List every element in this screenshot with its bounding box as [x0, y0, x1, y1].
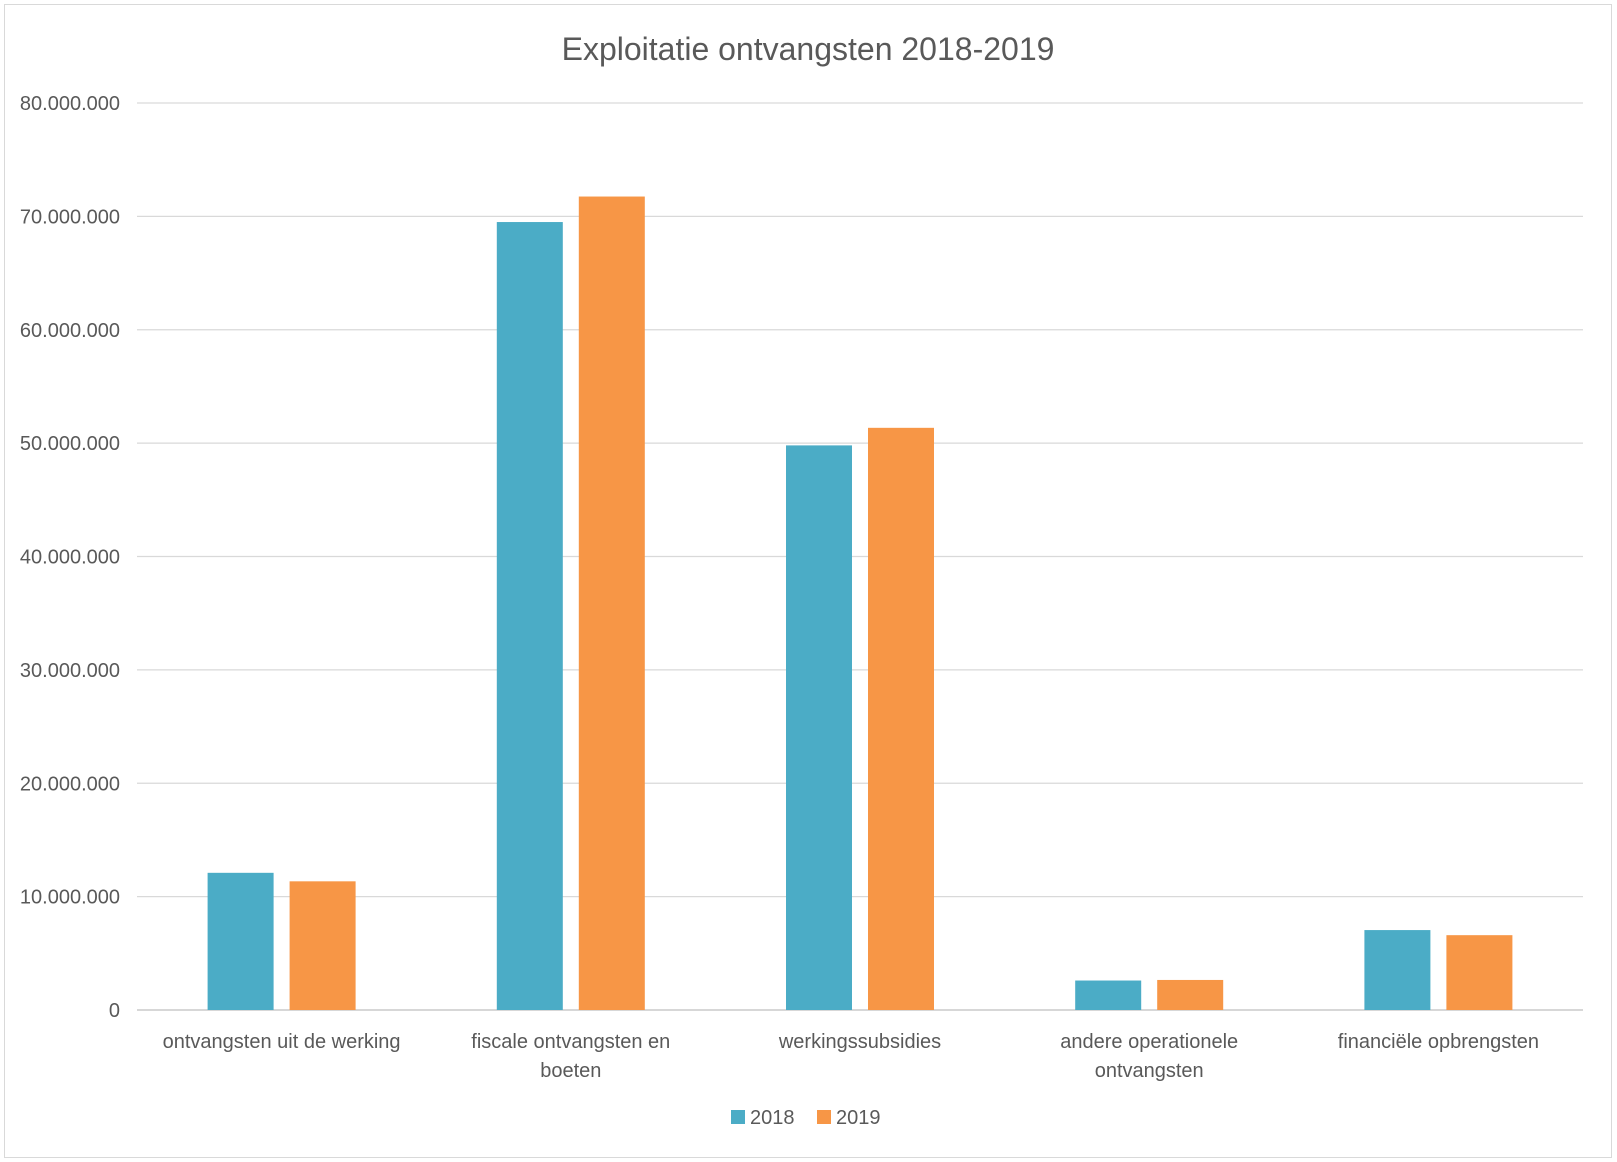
bar-2018 [786, 445, 852, 1011]
bar-2019 [289, 881, 356, 1010]
y-axis: 0 10.000.000 20.000.000 30.000.000 40.000.00… [20, 93, 120, 1022]
legend-label-2019: 2019 [836, 1107, 881, 1129]
legend: 2018 2019 [731, 1107, 881, 1129]
bar-2019 [868, 427, 934, 1011]
x-tick-label: werkingssubsidies [778, 1031, 941, 1053]
bar-2019 [578, 196, 645, 1011]
y-tick-label: 0 [109, 1000, 120, 1022]
bar-2018 [1075, 980, 1142, 1010]
bar-2018 [1364, 930, 1431, 1010]
x-tick-label: andere operationele ontvangsten [1060, 1031, 1238, 1082]
x-tick-label: fiscale ontvangsten en boeten [471, 1031, 670, 1082]
bar-2019 [1157, 979, 1224, 1010]
y-tick-label: 50.000.000 [20, 433, 120, 455]
bar-2019 [1446, 935, 1513, 1010]
gridlines [137, 102, 1583, 1011]
legend-label-2018: 2018 [750, 1107, 795, 1129]
bar-2018 [207, 872, 274, 1010]
legend-swatch-2019 [817, 1110, 831, 1124]
bars [207, 196, 1513, 1011]
x-axis: ontvangsten uit de werking fiscale ontvan… [163, 1031, 1539, 1082]
x-tick-label: ontvangsten uit de werking [163, 1031, 401, 1053]
bar-2018 [496, 222, 563, 1010]
y-tick-label: 30.000.000 [20, 660, 120, 682]
x-tick-label: financiële opbrengsten [1338, 1031, 1539, 1053]
chart-title: Exploitatie ontvangsten 2018-2019 [562, 31, 1055, 67]
y-tick-label: 20.000.000 [20, 773, 120, 795]
y-tick-label: 70.000.000 [20, 206, 120, 228]
y-tick-label: 40.000.000 [20, 547, 120, 569]
y-tick-label: 80.000.000 [20, 93, 120, 115]
y-tick-label: 60.000.000 [20, 320, 120, 342]
y-tick-label: 10.000.000 [20, 887, 120, 909]
legend-swatch-2018 [731, 1110, 745, 1124]
